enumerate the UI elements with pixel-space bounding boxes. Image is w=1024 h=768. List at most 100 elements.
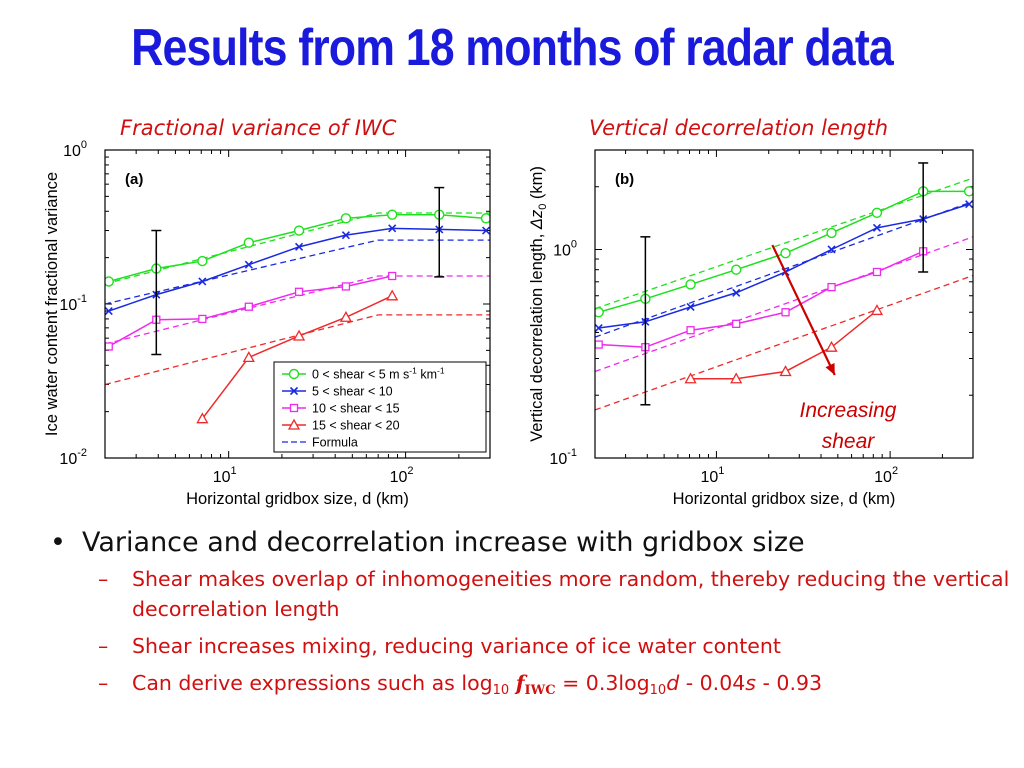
data-point [105,306,113,316]
tick-base: 10 [553,242,571,259]
panel-label: (b) [615,171,634,188]
marker-stroke [388,224,397,233]
data-point [732,319,741,328]
data-point [826,227,837,239]
tick-base: 10 [59,297,77,314]
expr-end: - 0.93 [755,671,823,695]
data-point [685,279,696,290]
data-point [198,314,207,324]
tick-exp: 2 [892,465,898,477]
marker-stroke [481,226,490,235]
tick-exp: -1 [567,447,577,459]
formula-line [595,236,973,373]
expr-s: s [745,671,756,695]
legend-box [273,361,487,453]
marker-stroke [295,242,304,251]
data-point [731,264,742,275]
sub-bullet-text: Shear increases mixing, reducing varianc… [132,634,781,658]
data-point [196,412,209,424]
dash-marker: – [98,567,109,591]
data-point [244,260,253,269]
data-point [872,267,882,277]
annotation-line1: Increasing [800,399,897,422]
legend-text: 5 < shear < 10 [312,385,393,399]
x-tick-label: 101 [213,465,237,486]
slide-title: Results from 18 months of radar data [131,19,894,77]
tick-base: 10 [874,469,892,486]
data-point [871,207,883,218]
data-point [292,329,306,341]
data-point [197,255,208,267]
data-point [595,340,603,349]
marker-stroke [198,277,207,286]
data-point [294,287,304,296]
y-tick-label: 100 [63,139,87,160]
marker-stroke [244,260,253,269]
data-point [388,224,397,233]
data-point [295,242,304,251]
legend-text: 10 < shear < 15 [312,402,400,416]
y-tick-label: 10-1 [59,293,87,314]
tick-exp: 2 [407,465,413,477]
data-point [105,342,113,351]
data-point [779,365,792,377]
data-point [686,302,695,312]
y-label-text: Vertical decorrelation length, [528,229,546,442]
tick-marks [594,149,974,459]
tick-base: 10 [63,143,81,160]
data-point [480,213,490,224]
data-point [388,271,397,281]
marker-stroke [595,323,603,333]
tick-base: 10 [59,451,77,468]
data-point [825,340,838,352]
y-axis-label: Ice water content fractional variance [43,172,61,436]
data-point [293,225,305,236]
data-point [386,289,399,301]
data-point [595,307,604,318]
expr-d: d [666,671,680,695]
legend-sup: -1 [409,366,417,376]
plot-frame [104,149,491,459]
data-point [965,200,973,209]
data-point [243,237,255,248]
data-point [684,372,697,384]
y-label-sub: 0 [537,204,549,210]
legend-label: 5 < shear < 10 [312,385,393,399]
bullet-main: • Variance and decorrelation increase wit… [50,527,1020,558]
x-tick-label: 102 [390,465,414,486]
expr-mid: = 0.3log [555,671,650,695]
legend-item: Formula [282,436,358,450]
tick-exp: -1 [77,293,87,305]
data-point [780,247,791,259]
arrow-head [825,362,835,376]
data-point [386,209,398,220]
formula-line [105,212,490,285]
bullet-list: • Variance and decorrelation increase wit… [50,527,1020,706]
sub-bullet-shear-overlap: – Shear makes overlap of inhomogeneities … [98,564,1020,624]
sub-bullet-text: Shear makes overlap of inhomogeneities m… [132,567,1010,621]
marker-stroke [105,306,113,316]
data-point [827,245,836,254]
error-bar [640,236,651,406]
data-point [781,308,790,317]
tick-exp: 1 [230,465,236,477]
sub-bullet-expression: – Can derive expressions such as log10 fI… [98,668,1020,706]
formula-line [105,314,490,386]
marker-stroke [289,386,299,396]
data-point [872,223,882,232]
legend-item: 5 < shear < 10 [282,385,393,399]
dash-marker: – [98,634,109,658]
expr-sub10: 10 [492,683,510,698]
formula-line [595,177,973,310]
plot-area [595,162,973,411]
legend-sup: -1 [437,366,445,376]
legend-text: 15 < shear < 20 [312,419,400,433]
x-axis-label: Horizontal gridbox size, d (km) [186,490,409,508]
legend-item: 10 < shear < 15 [282,402,400,416]
marker-stroke [965,200,973,209]
data-point [481,226,490,235]
data-point [870,304,884,316]
data-point [827,282,836,292]
expr-f: f [515,671,525,695]
